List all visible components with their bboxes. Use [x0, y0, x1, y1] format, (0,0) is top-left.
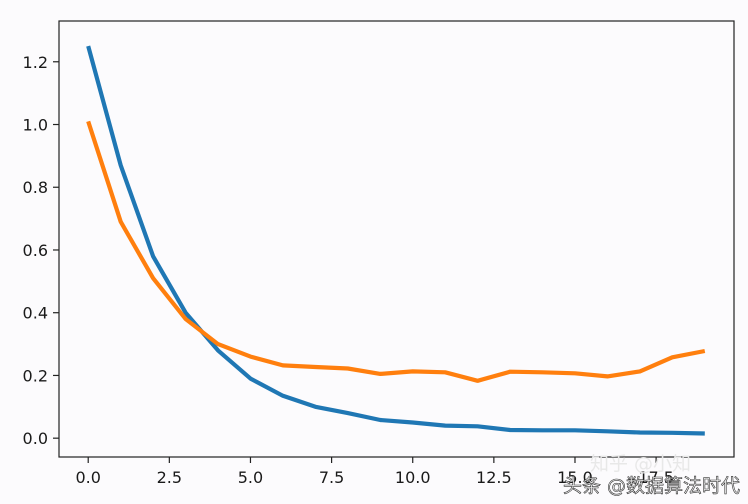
series-line-1 — [86, 45, 705, 436]
y-tick-label: 0.0 — [23, 429, 48, 448]
series-line-2 — [86, 120, 706, 383]
y-tick-label: 0.8 — [23, 178, 48, 197]
watermark: 知乎 @小知 头条 @数据算法时代 — [563, 453, 741, 497]
x-tick-label: 12.5 — [476, 468, 512, 487]
x-tick-label: 2.5 — [157, 468, 182, 487]
y-tick-label: 0.4 — [23, 304, 48, 323]
watermark-line-2: 头条 @数据算法时代 — [563, 475, 740, 497]
x-tick-label: 0.0 — [75, 468, 100, 487]
series-lines — [86, 45, 706, 436]
y-tick-label: 0.2 — [23, 366, 48, 385]
axis-ticks: 0.0 2.5 5.0 7.5 10.0 12.5 15.0 17.5 0.0 0.2 0.4 0.6… — [23, 53, 674, 487]
x-tick-label: 17.5 — [638, 468, 674, 487]
plot-area — [58, 20, 735, 458]
y-tick-label: 1.0 — [23, 116, 48, 135]
x-tick-label: 10.0 — [395, 468, 431, 487]
x-tick-label: 7.5 — [319, 468, 344, 487]
x-tick-label: 15.0 — [557, 468, 593, 487]
y-tick-label: 1.2 — [23, 53, 48, 72]
x-tick-label: 5.0 — [238, 468, 263, 487]
watermark-line-1: 知乎 @小知 — [590, 453, 691, 475]
y-tick-label: 0.6 — [23, 241, 48, 260]
